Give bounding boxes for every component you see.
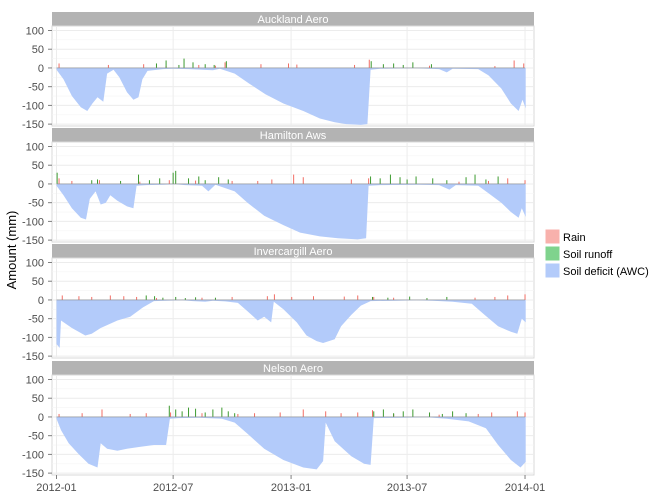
facet-panel: Hamilton Aws 100 50 0 -50 -100 -150 (22, 128, 535, 247)
facet-strip (52, 361, 534, 375)
legend-label-rain: Rain (563, 232, 586, 244)
y-tick-label: 50 (32, 276, 44, 288)
soil-deficit-area (56, 67, 526, 125)
y-tick-label: 0 (38, 63, 44, 75)
y-tick-label: 100 (26, 374, 44, 386)
facet-strip (52, 12, 534, 26)
legend-swatch-deficit (544, 262, 561, 279)
x-tick-label: 2013-07 (387, 482, 427, 494)
facet-strip (52, 244, 534, 258)
soil-deficit-area (56, 416, 526, 470)
x-tick-label: 2014-01 (505, 482, 545, 494)
y-tick-label: -100 (22, 216, 44, 228)
facet-panel: Invercargill Aero 100 50 0 -50 -100 -150 (22, 244, 535, 363)
facet-title: Hamilton Aws (260, 130, 327, 142)
y-tick-label: -150 (22, 119, 44, 131)
legend-swatch-runoff (544, 245, 561, 262)
facet-title: Nelson Aero (263, 363, 323, 375)
y-tick-label: -50 (28, 314, 44, 326)
soil-deficit-area (56, 183, 526, 240)
y-tick-label: -100 (22, 100, 44, 112)
facet-strip (52, 128, 534, 142)
y-tick-label: -50 (28, 82, 44, 94)
y-tick-label: 0 (38, 179, 44, 191)
x-tick-label: 2013-01 (271, 482, 311, 494)
y-tick-label: -150 (22, 468, 44, 480)
legend-label-deficit: Soil deficit (AWC) (563, 266, 649, 278)
y-tick-label: -50 (28, 431, 44, 443)
y-tick-label: -150 (22, 351, 44, 363)
x-axis: 2012-01 2012-07 2013-01 2013-07 2014-01 (36, 475, 545, 494)
facet-title: Invercargill Aero (254, 246, 333, 258)
y-tick-label: -100 (22, 449, 44, 461)
y-tick-label: 0 (38, 295, 44, 307)
facet-panel: Auckland Aero 100 50 0 -50 -100 -150 (22, 12, 535, 131)
facet-panel: Nelson Aero 100 50 0 -50 -100 -150 (22, 361, 535, 480)
y-tick-label: 50 (32, 393, 44, 405)
y-axis-label: Amount (mm) (4, 211, 19, 290)
y-tick-label: 100 (26, 257, 44, 269)
y-tick-label: 100 (26, 25, 44, 37)
y-tick-label: 50 (32, 160, 44, 172)
legend-label-runoff: Soil runoff (563, 249, 613, 261)
x-tick-label: 2012-01 (36, 482, 76, 494)
y-tick-label: -50 (28, 198, 44, 210)
soil-deficit-area (56, 299, 526, 348)
y-tick-label: 50 (32, 44, 44, 56)
legend: Rain Soil runoff Soil deficit (AWC) (544, 228, 649, 279)
x-tick-label: 2012-07 (153, 482, 193, 494)
y-tick-label: -150 (22, 235, 44, 247)
y-tick-label: 0 (38, 412, 44, 424)
legend-swatch-rain (544, 228, 561, 245)
y-tick-label: -100 (22, 332, 44, 344)
facet-title: Auckland Aero (258, 14, 329, 26)
y-tick-label: 100 (26, 141, 44, 153)
